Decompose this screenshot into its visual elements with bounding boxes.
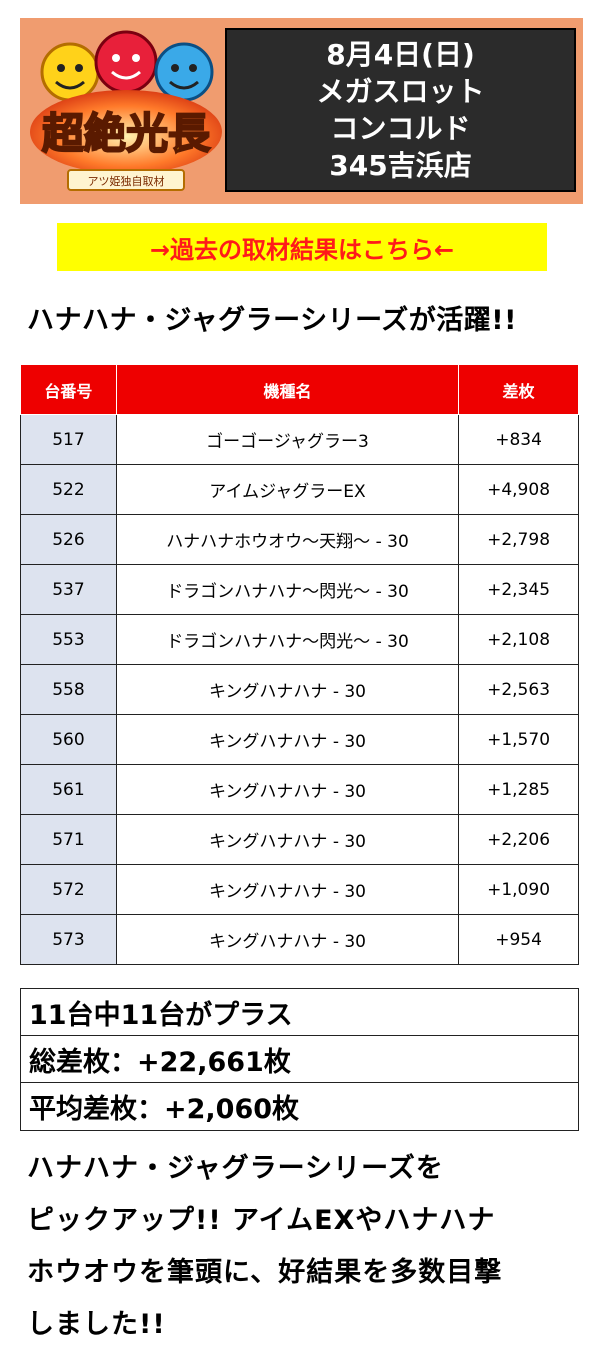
machine-name: キングハナハナ - 30 bbox=[115, 714, 460, 765]
summary-box: 11台中11台がプラス 総差枚：+22,661枚 平均差枚：+2,060枚 bbox=[20, 988, 579, 1131]
machine-name: ドラゴンハナハナ～閃光～ - 30 bbox=[115, 614, 460, 665]
machine-number: 572 bbox=[20, 864, 117, 915]
machine-name: ドラゴンハナハナ～閃光～ - 30 bbox=[115, 564, 460, 615]
table-row: 526 ハナハナホウオウ～天翔～ - 30 +2,798 bbox=[20, 514, 579, 565]
shisa-red-icon bbox=[94, 30, 158, 94]
coin-difference: +4,908 bbox=[458, 464, 579, 515]
average-difference: 平均差枚：+2,060枚 bbox=[29, 1094, 300, 1125]
machine-number: 553 bbox=[20, 614, 117, 665]
table-row: 517 ゴーゴージャグラー3 +834 bbox=[20, 414, 579, 465]
store-info: 8月4日(日) メガスロット コンコルド 345吉浜店 bbox=[225, 28, 576, 192]
coin-difference: +2,798 bbox=[458, 514, 579, 565]
past-results-link[interactable]: →過去の取材結果はこちら← bbox=[57, 223, 547, 271]
machine-name: アイムジャグラーEX bbox=[115, 464, 460, 515]
total-difference: 総差枚：+22,661枚 bbox=[21, 1036, 578, 1083]
table-row: 553 ドラゴンハナハナ～閃光～ - 30 +2,108 bbox=[20, 614, 579, 665]
coin-difference: +2,345 bbox=[458, 564, 579, 615]
machine-number: 561 bbox=[20, 764, 117, 815]
comment-line: ピックアップ!! アイムEXやハナハナ bbox=[27, 1205, 496, 1236]
event-date: 8月4日(日) bbox=[326, 38, 475, 71]
machine-number: 517 bbox=[20, 414, 117, 465]
table-row: 571 キングハナハナ - 30 +2,206 bbox=[20, 814, 579, 865]
coin-difference: +2,206 bbox=[458, 814, 579, 865]
table-row: 560 キングハナハナ - 30 +1,570 bbox=[20, 714, 579, 765]
table-row: 558 キングハナハナ - 30 +2,563 bbox=[20, 664, 579, 715]
comment-line: ハナハナ・ジャグラーシリーズを bbox=[27, 1153, 444, 1184]
table-row: 537 ドラゴンハナハナ～閃光～ - 30 +2,345 bbox=[20, 564, 579, 615]
machine-name: キングハナハナ - 30 bbox=[115, 814, 460, 865]
machine-number: 537 bbox=[20, 564, 117, 615]
shisa-blue-icon bbox=[154, 42, 214, 102]
machine-number: 558 bbox=[20, 664, 117, 715]
machine-name: キングハナハナ - 30 bbox=[115, 914, 460, 965]
coin-difference: +1,285 bbox=[458, 764, 579, 815]
logo-subtitle: アツ姫独自取材 bbox=[88, 174, 165, 188]
store-name-line3: 345吉浜店 bbox=[329, 149, 472, 182]
machine-name: ゴーゴージャグラー3 bbox=[115, 414, 460, 465]
result-comment: ハナハナ・ジャグラーシリーズを ピックアップ!! アイムEXやハナハナ ホウオウ… bbox=[27, 1143, 577, 1351]
comment-line: しました!! bbox=[27, 1309, 166, 1340]
store-name-line1: メガスロット bbox=[316, 75, 485, 108]
header-difference: 差枚 bbox=[458, 364, 579, 415]
coin-difference: +834 bbox=[458, 414, 579, 465]
machine-number: 573 bbox=[20, 914, 117, 965]
header-banner: 超絶光長 アツ姫独自取材 8月4日(日) メガスロット コンコルド 345吉浜店 bbox=[20, 18, 583, 204]
header-machine-name: 機種名 bbox=[115, 364, 460, 415]
machine-name: キングハナハナ - 30 bbox=[115, 664, 460, 715]
store-name-line2: コンコルド bbox=[330, 112, 471, 145]
machine-number: 522 bbox=[20, 464, 117, 515]
plus-count: 11台中11台がプラス bbox=[21, 989, 578, 1036]
coin-difference: +2,108 bbox=[458, 614, 579, 665]
table-row: 572 キングハナハナ - 30 +1,090 bbox=[20, 864, 579, 915]
shisa-yellow-icon bbox=[40, 42, 100, 102]
table-row: 522 アイムジャグラーEX +4,908 bbox=[20, 464, 579, 515]
machine-number: 560 bbox=[20, 714, 117, 765]
machine-number: 571 bbox=[20, 814, 117, 865]
table-header-row: 台番号 機種名 差枚 bbox=[20, 364, 579, 415]
event-logo: 超絶光長 アツ姫独自取材 bbox=[30, 30, 222, 191]
machine-name: キングハナハナ - 30 bbox=[115, 864, 460, 915]
header-machine-number: 台番号 bbox=[20, 364, 117, 415]
page-headline: ハナハナ・ジャグラーシリーズが活躍!! bbox=[27, 305, 517, 336]
results-table: 台番号 機種名 差枚 517 ゴーゴージャグラー3 +834 522 アイムジャ… bbox=[20, 364, 579, 965]
comment-line: ホウオウを筆頭に、好結果を多数目撃 bbox=[27, 1257, 503, 1288]
machine-name: キングハナハナ - 30 bbox=[115, 764, 460, 815]
machine-number: 526 bbox=[20, 514, 117, 565]
machine-name: ハナハナホウオウ～天翔～ - 30 bbox=[115, 514, 460, 565]
table-row: 561 キングハナハナ - 30 +1,285 bbox=[20, 764, 579, 815]
coin-difference: +954 bbox=[458, 914, 579, 965]
table-row: 573 キングハナハナ - 30 +954 bbox=[20, 914, 579, 965]
logo-title: 超絶光長 bbox=[42, 109, 211, 158]
coin-difference: +2,563 bbox=[458, 664, 579, 715]
coin-difference: +1,090 bbox=[458, 864, 579, 915]
coin-difference: +1,570 bbox=[458, 714, 579, 765]
